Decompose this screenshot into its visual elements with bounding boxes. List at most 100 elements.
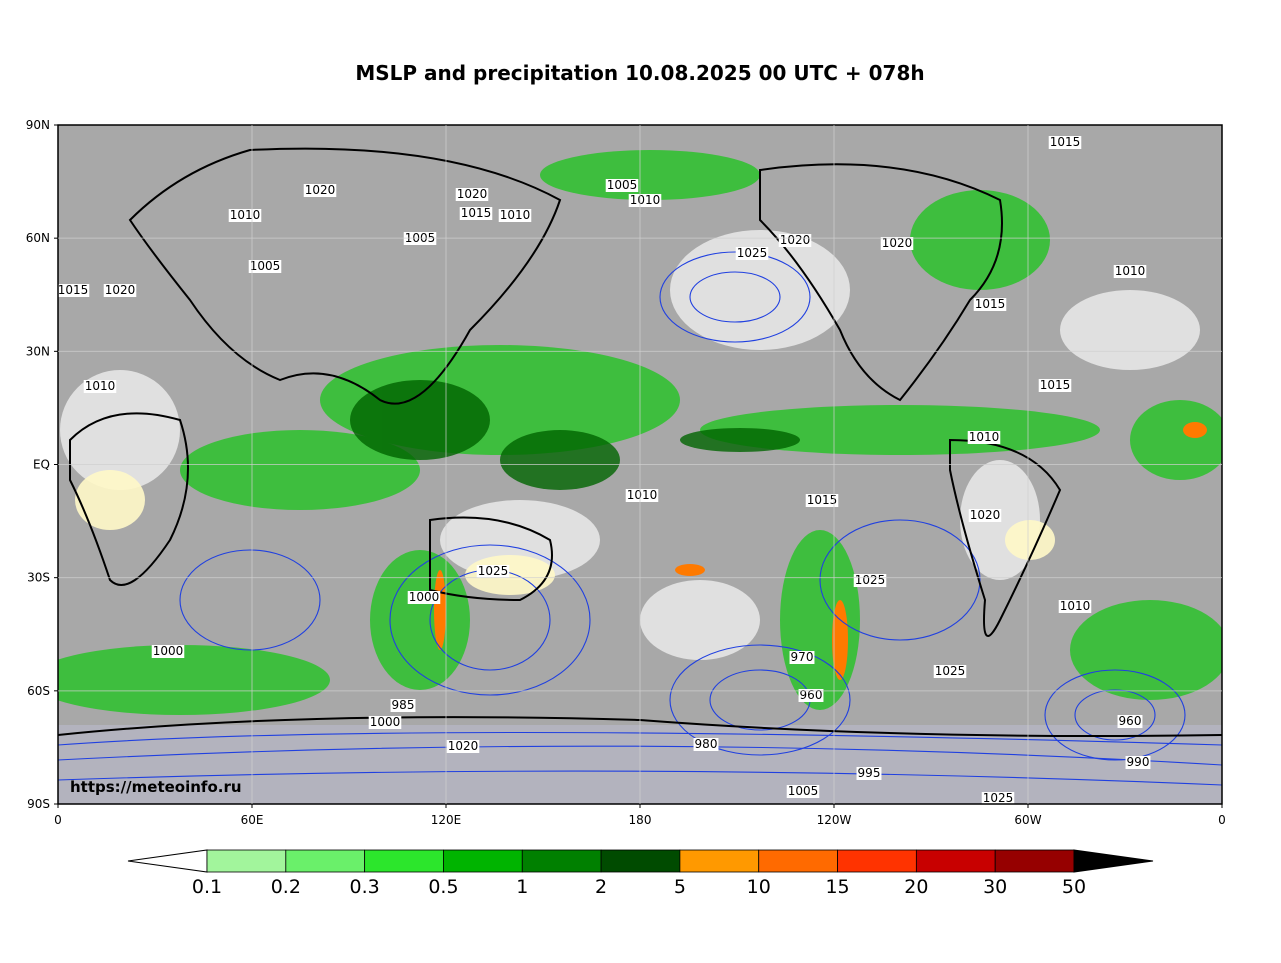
lon-label: 60W (1014, 813, 1041, 827)
colorbar-label: 0.5 (428, 876, 458, 898)
isobar-label-bg (805, 494, 839, 507)
lon-label: 120W (817, 813, 852, 827)
isobar-label-bg (446, 740, 480, 753)
isobar-label: 970 (791, 650, 814, 664)
lon-label: 0 (1218, 813, 1226, 827)
lon-label: 0 (54, 813, 62, 827)
isobar-label: 1025 (935, 664, 966, 678)
isobar-label-bg (968, 509, 1002, 522)
isobar-label: 1000 (153, 644, 184, 658)
isobar-label-bg (368, 716, 402, 729)
isobar-label: 1010 (85, 379, 116, 393)
isobar-label: 1005 (788, 784, 819, 798)
colorbar-swatch (994, 849, 1075, 873)
lat-label: EQ (33, 458, 50, 472)
isobar-label-bg (967, 431, 1001, 444)
isobar-label: 1020 (780, 233, 811, 247)
colorbar-swatch (915, 849, 996, 873)
isobar-label: 980 (695, 737, 718, 751)
colorbar-label: 2 (595, 876, 607, 898)
isobar-label-bg (625, 489, 659, 502)
isobar-label-bg (1125, 756, 1151, 769)
isobar-label-bg (228, 209, 262, 222)
isobar-label-bg (789, 651, 815, 664)
isobar-label-bg (151, 645, 185, 658)
isobar-label-bg (605, 179, 639, 192)
isobar-label-bg (498, 209, 532, 222)
colorbar-swatch (837, 849, 917, 873)
isobar-label: 995 (858, 766, 881, 780)
isobar-label-bg (981, 792, 1015, 804)
isobar-label: 990 (1127, 755, 1150, 769)
isobar-label-bg (459, 207, 493, 220)
isobar-label-bg (693, 738, 719, 751)
isobar-label: 1010 (627, 488, 658, 502)
isobar-label: 1010 (1115, 264, 1146, 278)
isobar-label: 1000 (370, 715, 401, 729)
lat-label: 60S (27, 684, 50, 698)
isobar-label: 1020 (457, 187, 488, 201)
map-title: MSLP and precipitation 10.08.2025 00 UTC… (355, 61, 924, 85)
isobar-label-bg (83, 380, 117, 393)
isobar-label-bg (455, 188, 489, 201)
isobar-label-bg (786, 785, 820, 798)
isobar-label-bg (798, 689, 824, 702)
isobar-label-bg (58, 284, 90, 297)
colorbar-label: 1 (516, 876, 528, 898)
isobar-label: 1025 (478, 564, 509, 578)
isobar-label: 1020 (882, 236, 913, 250)
colorbar-swatch (758, 849, 838, 873)
isobar-label: 1015 (975, 297, 1006, 311)
isobar-label-bg (1038, 379, 1072, 392)
isobar-label-bg (390, 699, 416, 712)
isobar-label: 1020 (105, 283, 136, 297)
colorbar-swatch (206, 849, 287, 873)
lon-label: 120E (431, 813, 462, 827)
colorbar-label: 0.3 (350, 876, 380, 898)
lat-label: 30S (27, 571, 50, 585)
isobar-label: 960 (1119, 714, 1142, 728)
lon-label: 60E (241, 813, 264, 827)
colorbar-label: 15 (825, 876, 849, 898)
isobar-label: 1015 (461, 206, 492, 220)
isobar-label-bg (1048, 136, 1082, 149)
isobar-label: 1025 (737, 246, 768, 260)
isobar-label-bg (628, 194, 662, 207)
isobar-label: 1005 (607, 178, 638, 192)
colorbar-label: 30 (983, 876, 1007, 898)
isobar-label-bg (933, 665, 967, 678)
colorbar-swatch (521, 849, 602, 873)
colorbar-swatch (285, 849, 366, 873)
isobar-label-bg (1113, 265, 1147, 278)
isobar-label-bg (407, 591, 441, 604)
isobar-label: 1010 (1060, 599, 1091, 613)
colorbar-label: 20 (904, 876, 928, 898)
isobar-label: 1015 (807, 493, 838, 507)
lon-label: 180 (629, 813, 652, 827)
isobar-label: 985 (392, 698, 415, 712)
colorbar-swatch (679, 849, 760, 873)
isobar-label: 1010 (969, 430, 1000, 444)
isobar-label-bg (476, 565, 510, 578)
isobar-label: 1020 (305, 183, 336, 197)
isobar-label-bg (973, 298, 1007, 311)
lat-label: 30N (26, 344, 50, 358)
isobar-label: 1000 (409, 590, 440, 604)
isobar-label-bg (1117, 715, 1143, 728)
isobar-label: 1015 (1050, 135, 1081, 149)
isobar-label-bg (856, 767, 882, 780)
isobar-label: 1015 (1040, 378, 1071, 392)
isobar-label: 1020 (448, 739, 479, 753)
watermark: https://meteoinfo.ru (70, 778, 242, 796)
isobar-label-bg (735, 247, 769, 260)
isobar-label-bg (303, 184, 337, 197)
isobar-label: 960 (800, 688, 823, 702)
isobar-label: 1015 (58, 283, 89, 297)
colorbar-label: 50 (1062, 876, 1086, 898)
isobar-label: 1025 (855, 573, 886, 587)
isobar-label: 1010 (630, 193, 661, 207)
colorbar-swatch (364, 849, 444, 873)
isobar-label-bg (248, 260, 282, 273)
